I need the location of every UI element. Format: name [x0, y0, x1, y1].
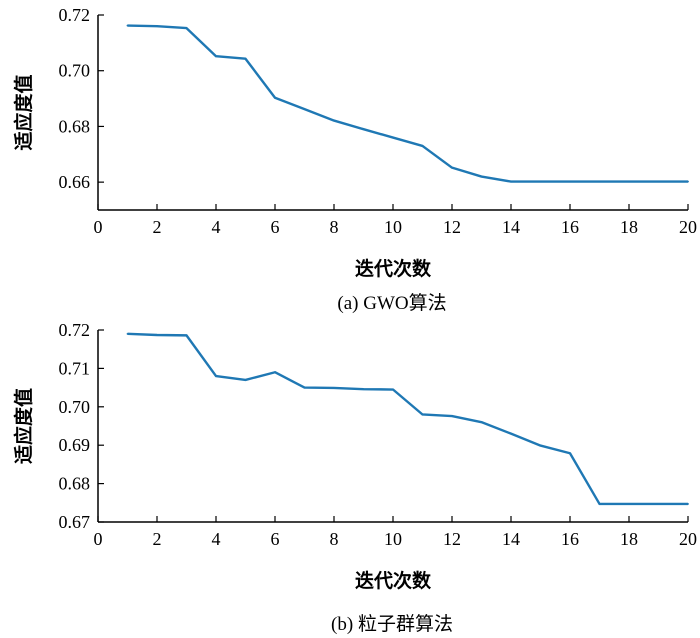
data-point [126, 24, 129, 27]
data-point [333, 387, 335, 389]
x-tick-label: 18 [620, 217, 638, 237]
x-tick-label: 10 [384, 217, 402, 237]
x-tick-label: 10 [384, 529, 402, 549]
y-tick-label: 0.71 [59, 358, 91, 378]
x-tick-label: 20 [679, 529, 697, 549]
data-point [215, 55, 217, 58]
y-axis-title: 适应度值 [12, 388, 35, 464]
data-point [244, 379, 247, 381]
data-point [480, 421, 483, 424]
x-tick-label: 20 [679, 217, 697, 237]
chart-panel-pso: (b) 粒子群算法 0 2 4 6 8 10 12 14 16 18 20 0.67 0.68 0.69 0… [12, 320, 697, 635]
data-point [362, 388, 365, 391]
x-tick-label: 18 [620, 529, 638, 549]
y-tick-label: 0.72 [59, 320, 91, 340]
y-tick-label: 0.69 [59, 435, 91, 455]
data-point [598, 180, 601, 183]
data-point [274, 371, 276, 374]
data-point [185, 334, 188, 337]
y-tick-label: 0.70 [59, 397, 91, 417]
chart-caption: (a) GWO算法 [337, 292, 446, 314]
x-axis-title: 迭代次数 [355, 569, 432, 592]
x-tick-label: 6 [271, 529, 280, 549]
data-point [510, 180, 512, 183]
x-tick-label: 8 [330, 217, 339, 237]
x-axis-title: 迭代次数 [355, 257, 432, 280]
data-point [657, 503, 660, 505]
x-tick-label: 12 [443, 217, 461, 237]
data-point [451, 415, 453, 417]
data-point [628, 180, 630, 183]
x-tick-label: 2 [153, 529, 162, 549]
data-point [421, 413, 424, 416]
y-tick-label: 0.67 [59, 512, 91, 532]
data-point [598, 503, 601, 505]
x-tick-label: 8 [330, 529, 339, 549]
series-line [127, 332, 688, 506]
data-point [156, 25, 158, 28]
chart-panel-gwo: (a) GWO算法 0 2 4 6 8 10 12 14 16 18 20 0.66 0.68 0.70 0… [12, 5, 697, 314]
data-point [687, 503, 689, 505]
data-point [333, 119, 335, 122]
data-point [126, 332, 129, 335]
data-point [451, 166, 453, 169]
data-point [392, 388, 394, 391]
x-tick-label: 12 [443, 529, 461, 549]
data-point [244, 57, 247, 60]
x-tick-label: 14 [502, 529, 520, 549]
data-point [421, 145, 424, 147]
data-point [215, 375, 217, 377]
x-tick-label: 14 [502, 217, 520, 237]
data-point [569, 180, 571, 183]
data-point [628, 503, 630, 505]
data-point [539, 444, 542, 447]
data-point [510, 432, 512, 435]
data-point [303, 108, 306, 111]
data-point [392, 136, 394, 139]
x-tick-label: 4 [212, 529, 221, 549]
data-point [156, 334, 158, 336]
x-tick-label: 2 [153, 217, 162, 237]
x-tick-label: 16 [561, 529, 579, 549]
x-tick-label: 6 [271, 217, 280, 237]
x-tick-label: 4 [212, 217, 221, 237]
data-point [185, 27, 188, 29]
data-point [569, 452, 571, 455]
series-line [127, 24, 688, 183]
data-point [657, 180, 660, 183]
y-tick-label: 0.72 [59, 5, 91, 25]
x-tick-label: 0 [94, 529, 103, 549]
x-tick-label: 16 [561, 217, 579, 237]
data-point [480, 175, 483, 178]
y-tick-label: 0.68 [59, 474, 91, 494]
data-point [687, 180, 689, 183]
x-tick-label: 0 [94, 217, 103, 237]
data-point [274, 96, 276, 99]
data-point [303, 386, 306, 389]
y-tick-label: 0.68 [59, 116, 91, 136]
data-point [362, 128, 365, 131]
y-tick-label: 0.70 [59, 61, 91, 81]
chart-caption: (b) 粒子群算法 [331, 613, 453, 635]
data-point [539, 180, 542, 183]
y-tick-label: 0.66 [59, 172, 91, 192]
y-axis-title: 适应度值 [12, 74, 35, 150]
